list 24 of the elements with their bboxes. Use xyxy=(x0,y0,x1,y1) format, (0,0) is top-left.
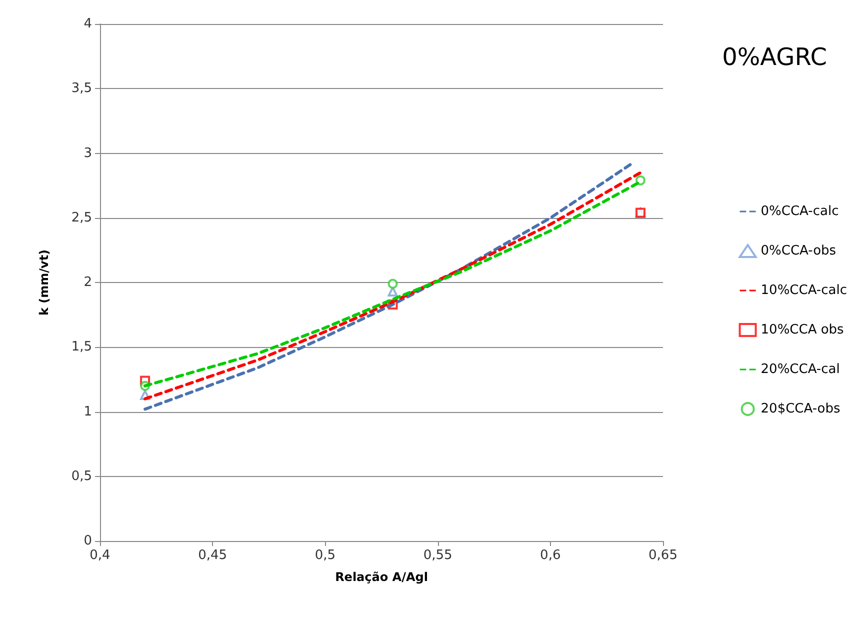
y-tick-label: 0 xyxy=(84,534,92,548)
y-tick-label: 1,5 xyxy=(71,340,92,355)
legend-label: 10%CCA obs xyxy=(760,322,844,338)
legend-label: 0%CCA-calc xyxy=(760,204,839,219)
y-tick-label: 2,5 xyxy=(71,210,92,226)
y-tick-label: 0,5 xyxy=(71,468,92,484)
x-tick-label: 0,45 xyxy=(198,548,228,563)
x-axis-title: Relação A/Agl xyxy=(335,570,428,584)
y-tick-label: 3 xyxy=(84,146,92,161)
x-tick-label: 0,4 xyxy=(90,548,110,563)
x-tick-label: 0,5 xyxy=(314,548,336,563)
y-tick-label: 1 xyxy=(84,404,92,420)
x-tick-label: 0,65 xyxy=(648,548,678,563)
x-tick-label: 0,6 xyxy=(540,548,561,563)
legend-label: 20%CCA-cal xyxy=(760,362,840,377)
y-axis-title: k (mm/vt) xyxy=(37,249,51,316)
y-tick-label: 3,5 xyxy=(71,81,92,96)
text: 0%AGRC xyxy=(722,43,827,71)
legend-label: 0%CCA-obs xyxy=(760,244,836,258)
x-tick-label: 0,55 xyxy=(423,548,452,563)
legend-label: 20$CCA-obs xyxy=(760,402,840,416)
y-tick-label: 4 xyxy=(84,16,92,32)
y-tick-label: 2 xyxy=(84,275,92,290)
legend-label: 10%CCA-calc xyxy=(760,283,848,298)
